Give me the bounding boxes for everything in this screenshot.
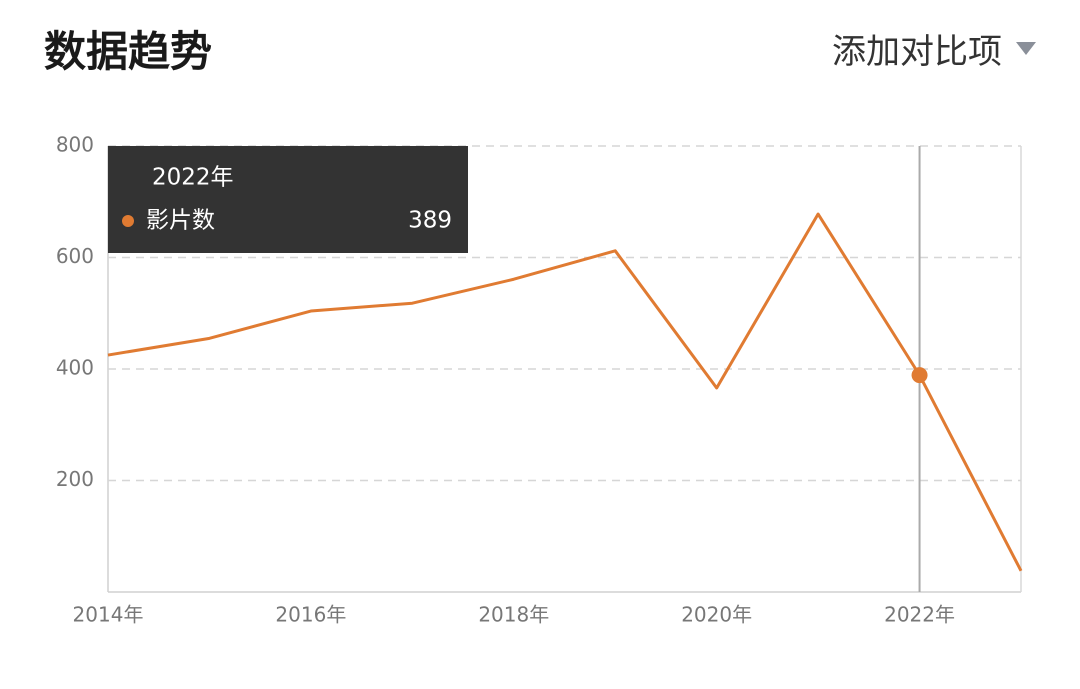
y-tick-label: 600 <box>56 244 94 268</box>
x-tick-label: 2020年 <box>681 603 752 627</box>
compare-label[interactable]: 添加对比项 <box>832 32 1002 72</box>
y-tick-label: 200 <box>56 467 94 491</box>
tooltip-bg <box>108 146 468 253</box>
x-tick-label: 2014年 <box>73 603 144 627</box>
tooltip-value: 389 <box>408 208 452 234</box>
highlight-point <box>911 367 928 384</box>
compare-button[interactable]: 添加对比项 <box>832 24 1036 73</box>
tooltip-series-name: 影片数 <box>146 208 215 234</box>
y-tick-label: 400 <box>56 356 94 380</box>
dropdown-arrow[interactable] <box>1016 42 1036 55</box>
x-tick-label: 2018年 <box>478 603 549 627</box>
page-title: 数据趋势 <box>44 27 213 76</box>
x-tick-label: 2022年 <box>884 603 955 627</box>
tooltip-title: 2022年 <box>152 165 234 191</box>
tooltip-dot <box>122 215 134 227</box>
x-tick-label: 2016年 <box>275 603 346 627</box>
series-line <box>107 212 1023 572</box>
y-tick-label: 800 <box>56 133 94 157</box>
